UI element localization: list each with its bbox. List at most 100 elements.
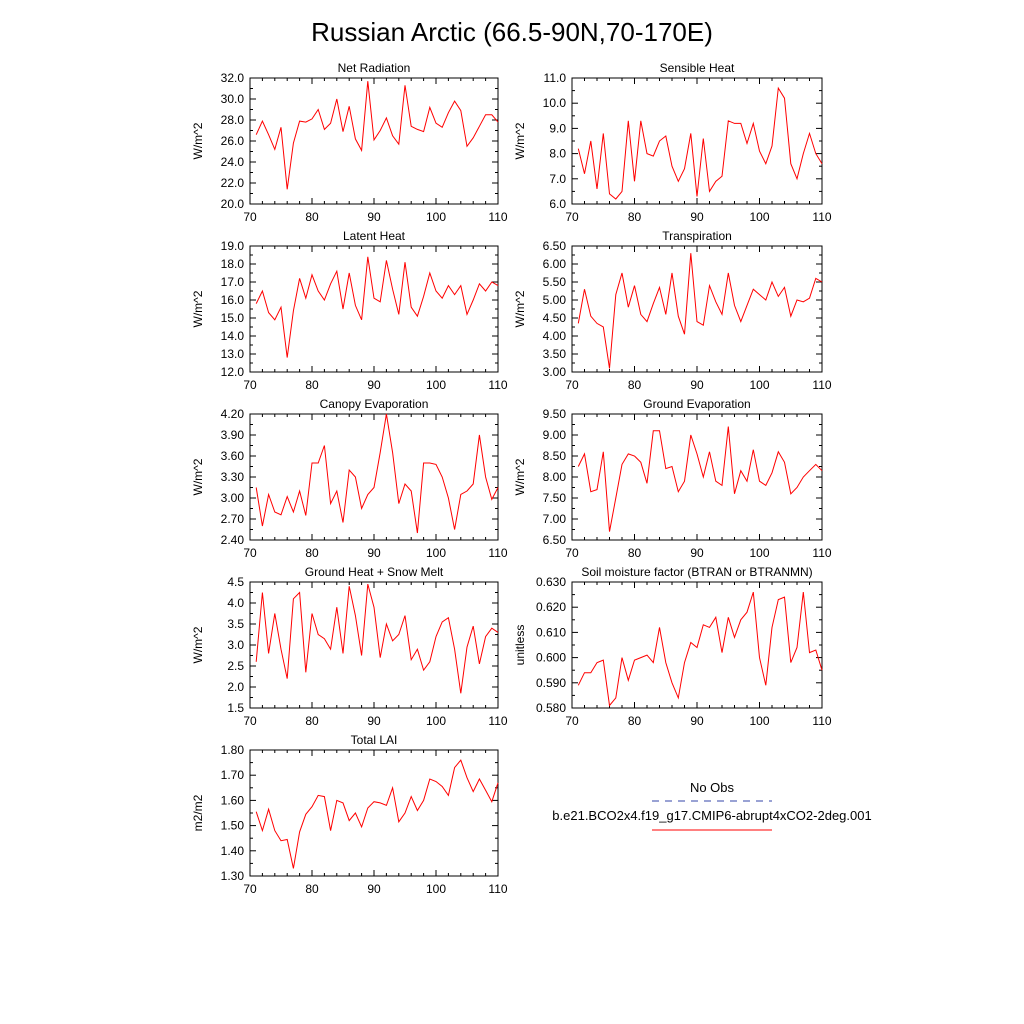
series-line <box>255 81 499 190</box>
panel-2: 70 80 90 100 110 6.0 7.0 8.0 9.0 10.0 11.0 Sensible… <box>513 61 832 224</box>
y-tick-label: 26.0 <box>221 134 245 148</box>
y-tick-label: 9.50 <box>543 407 567 421</box>
y-tick-label: 0.620 <box>536 600 566 614</box>
y-tick-label: 3.50 <box>543 347 567 361</box>
x-tick-label: 80 <box>305 546 319 560</box>
y-tick-label: 1.5 <box>227 701 244 715</box>
series-line <box>577 253 823 369</box>
y-axis-label: W/m^2 <box>513 122 527 159</box>
y-tick-label: 11.0 <box>544 71 567 85</box>
y-tick-label: 2.5 <box>227 659 244 673</box>
y-tick-label: 0.600 <box>536 651 566 665</box>
y-tick-label: 1.30 <box>221 869 245 883</box>
x-tick-label: 100 <box>749 378 769 392</box>
y-tick-label: 6.0 <box>549 197 566 211</box>
x-tick-label: 70 <box>565 210 579 224</box>
y-tick-label: 2.0 <box>227 680 244 694</box>
series-line <box>255 759 499 869</box>
y-tick-label: 8.50 <box>543 449 567 463</box>
y-tick-label: 3.60 <box>221 449 245 463</box>
series-line <box>577 426 823 532</box>
y-tick-label: 12.0 <box>221 365 245 379</box>
x-tick-label: 110 <box>812 210 831 224</box>
y-axis-label: W/m^2 <box>191 122 205 159</box>
y-tick-label: 4.20 <box>221 407 245 421</box>
y-tick-label: 3.30 <box>221 470 245 484</box>
y-tick-label: 14.0 <box>221 329 245 343</box>
x-tick-label: 110 <box>488 210 507 224</box>
x-tick-label: 90 <box>690 714 704 728</box>
panel-1: 70 80 90 100 110 20.0 22.0 24.0 26.0 28.0 30.0 32.0… <box>191 61 508 224</box>
x-tick-label: 110 <box>488 714 507 728</box>
y-tick-label: 5.50 <box>543 275 567 289</box>
y-axis-label: W/m^2 <box>513 458 527 495</box>
x-tick-label: 80 <box>305 714 319 728</box>
x-tick-label: 80 <box>628 714 642 728</box>
plot-frame <box>249 581 499 709</box>
x-tick-label: 110 <box>812 714 831 728</box>
x-tick-label: 70 <box>565 714 579 728</box>
x-tick-label: 100 <box>426 378 446 392</box>
plot-frame <box>249 749 499 877</box>
y-tick-label: 15.0 <box>221 311 245 325</box>
figure-title: Russian Arctic (66.5-90N,70-170E) <box>311 17 713 47</box>
x-tick-label: 80 <box>628 210 642 224</box>
y-tick-label: 28.0 <box>221 113 245 127</box>
y-tick-label: 7.0 <box>549 172 566 186</box>
plot-frame <box>571 77 823 205</box>
y-tick-label: 8.0 <box>549 147 566 161</box>
y-tick-label: 1.80 <box>221 743 245 757</box>
y-tick-label: 13.0 <box>221 347 245 361</box>
y-tick-label: 5.00 <box>543 293 567 307</box>
series-line <box>255 583 499 694</box>
x-tick-label: 70 <box>243 546 257 560</box>
legend: No Obs b.e21.BCO2x4.f19_g17.CMIP6-abrupt… <box>552 780 872 831</box>
plot-frame <box>249 413 499 541</box>
y-tick-label: 30.0 <box>221 92 245 106</box>
y-tick-label: 4.5 <box>227 575 244 589</box>
x-tick-label: 70 <box>565 546 579 560</box>
plot-frame <box>571 413 823 541</box>
y-tick-label: 16.0 <box>221 293 245 307</box>
panel-title: Net Radiation <box>338 61 411 75</box>
y-tick-label: 32.0 <box>221 71 245 85</box>
x-tick-label: 80 <box>305 210 319 224</box>
legend-model-label: b.e21.BCO2x4.f19_g17.CMIP6-abrupt4xCO2-2… <box>552 808 871 823</box>
y-tick-label: 2.70 <box>221 512 245 526</box>
y-axis-label: unitless <box>513 625 527 666</box>
x-tick-label: 80 <box>305 882 319 896</box>
y-tick-label: 4.50 <box>543 311 567 325</box>
series-line <box>577 86 823 200</box>
y-tick-label: 3.0 <box>227 638 244 652</box>
y-tick-label: 0.580 <box>536 701 566 715</box>
y-tick-label: 6.00 <box>543 257 567 271</box>
x-tick-label: 90 <box>690 378 704 392</box>
x-tick-label: 70 <box>243 714 257 728</box>
y-tick-label: 8.00 <box>543 470 567 484</box>
y-axis-label: W/m^2 <box>191 626 205 663</box>
panel-title: Soil moisture factor (BTRAN or BTRANMN) <box>581 565 812 579</box>
y-tick-label: 1.50 <box>221 819 245 833</box>
panel-title: Transpiration <box>662 229 732 243</box>
x-tick-label: 90 <box>367 546 381 560</box>
y-tick-label: 22.0 <box>221 176 245 190</box>
panel-3: 70 80 90 100 110 12.0 13.0 14.0 15.0 16.0 17.0 18.0… <box>191 229 508 392</box>
panel-6: 70 80 90 100 110 6.50 7.00 7.50 8.00 8.50 9.00 9.50… <box>513 397 832 560</box>
panel-8: 70 80 90 100 110 0.580 0.590 0.600 0.610 0.620 0.6… <box>513 565 832 728</box>
y-tick-label: 4.0 <box>227 596 244 610</box>
y-axis-label: m2/m2 <box>191 794 205 831</box>
y-axis-label: W/m^2 <box>191 290 205 327</box>
x-tick-label: 70 <box>243 378 257 392</box>
x-tick-label: 90 <box>367 378 381 392</box>
y-tick-label: 0.630 <box>536 575 566 589</box>
series-line <box>255 413 499 534</box>
y-tick-label: 0.590 <box>536 676 566 690</box>
x-tick-label: 80 <box>628 378 642 392</box>
x-tick-label: 70 <box>565 378 579 392</box>
legend-obs-label: No Obs <box>690 780 735 795</box>
panel-title: Latent Heat <box>343 229 406 243</box>
x-tick-label: 100 <box>749 210 769 224</box>
x-tick-label: 110 <box>488 378 507 392</box>
x-tick-label: 110 <box>488 882 507 896</box>
